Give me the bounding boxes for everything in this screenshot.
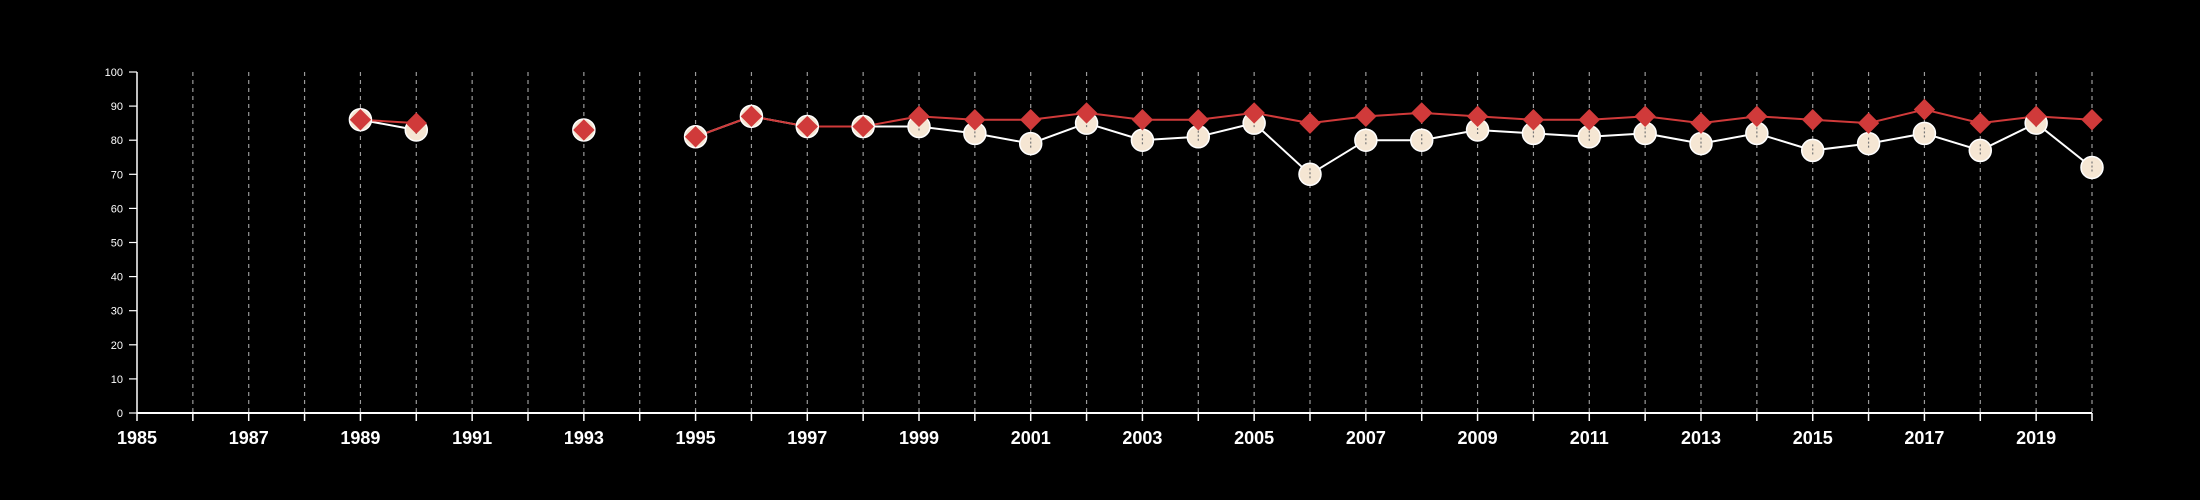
y-tick-label-50: 50 — [111, 238, 123, 250]
series-2-point-2012 — [1634, 105, 1656, 128]
series-2-point-2009 — [1466, 105, 1489, 128]
x-tick-label-2015: 2015 — [1793, 428, 1833, 448]
series-2-point-2007 — [1355, 105, 1377, 128]
y-tick-label-30: 30 — [111, 306, 123, 318]
y-tick-label-100: 100 — [105, 67, 123, 79]
series-2-point-2016 — [1857, 112, 1880, 134]
series-2-point-1990 — [405, 112, 427, 134]
x-tick-label-1989: 1989 — [340, 428, 380, 448]
x-tick-label-2009: 2009 — [1458, 428, 1498, 448]
series-2-point-2003 — [1131, 109, 1154, 131]
series-2-point-1989 — [349, 109, 372, 131]
series-2-point-1999 — [908, 105, 930, 128]
x-tick-label-1985: 1985 — [117, 428, 157, 448]
y-tick-label-40: 40 — [111, 272, 123, 284]
x-tick-label-1991: 1991 — [452, 428, 492, 448]
series-2-point-2001 — [1020, 109, 1042, 131]
y-tick-label-10: 10 — [111, 374, 123, 386]
series-2-point-2014 — [1746, 105, 1768, 128]
series-1-line-segment-3 — [695, 115, 2093, 176]
x-tick-label-1995: 1995 — [676, 428, 716, 448]
y-tick-label-60: 60 — [111, 203, 123, 215]
series-2-point-2020 — [2081, 109, 2103, 131]
y-tick-label-20: 20 — [111, 340, 123, 352]
series-2-point-2004 — [1187, 109, 1209, 131]
series-2-point-2002 — [1075, 102, 1098, 124]
x-tick-label-2019: 2019 — [2016, 428, 2056, 448]
y-tick-label-80: 80 — [111, 135, 123, 147]
x-tick-label-1999: 1999 — [899, 428, 939, 448]
x-tick-label-1993: 1993 — [564, 428, 604, 448]
x-tick-label-2005: 2005 — [1234, 428, 1274, 448]
series-2-point-2006 — [1299, 112, 1321, 134]
axes: 0 10 20 30 40 50 60 70 80 90 100 1985 1987 1989 1991 19… — [105, 67, 2093, 448]
series-2-point-2017 — [1913, 98, 1936, 121]
series-2-point-2000 — [964, 109, 986, 131]
x-tick-label-1997: 1997 — [787, 428, 827, 448]
series-2-point-2019 — [2025, 105, 2047, 128]
x-tick-label-2013: 2013 — [1681, 428, 1721, 448]
series-2-point-1997 — [796, 115, 818, 138]
series-2-point-1996 — [740, 105, 763, 128]
x-tick-label-2007: 2007 — [1346, 428, 1386, 448]
y-tick-label-70: 70 — [111, 169, 123, 181]
y-tick-label-0: 0 — [117, 408, 123, 420]
series-2-point-2013 — [1690, 112, 1712, 134]
series-2-point-2011 — [1578, 109, 1600, 131]
series-2-point-2015 — [1802, 109, 1824, 131]
series-2-point-2010 — [1522, 109, 1545, 131]
series-2-point-1993 — [573, 119, 595, 141]
series — [348, 98, 2104, 187]
x-tick-label-2003: 2003 — [1122, 428, 1162, 448]
x-tick-label-2011: 2011 — [1570, 428, 1609, 448]
x-tick-label-1987: 1987 — [229, 428, 269, 448]
x-tick-label-2017: 2017 — [1904, 428, 1944, 448]
series-2-point-2005 — [1243, 102, 1265, 124]
y-tick-label-90: 90 — [111, 101, 123, 113]
series-2-line-segment-3 — [695, 108, 2093, 138]
series-2-point-2018 — [1969, 112, 1991, 134]
x-tick-label-2001: 2001 — [1011, 428, 1051, 448]
series-2-point-1998 — [852, 115, 874, 138]
series-2-point-1995 — [684, 126, 707, 148]
series-2-point-2008 — [1411, 102, 1433, 124]
